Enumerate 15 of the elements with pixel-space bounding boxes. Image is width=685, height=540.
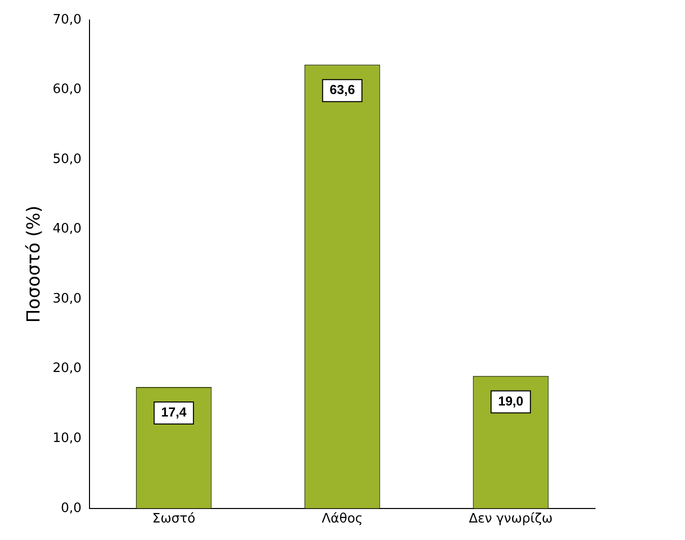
y-tick-label: 60,0 (52, 82, 82, 98)
y-tick-label: 30,0 (52, 291, 82, 306)
y-tick-label: 0,0 (60, 500, 82, 516)
x-tick-label: Λάθος (322, 512, 363, 527)
y-tick-label: 50,0 (52, 152, 82, 167)
y-tick-label: 40,0 (52, 222, 82, 237)
y-tick-label: 20,0 (52, 361, 82, 376)
y-axis-title: Ποσοστό (%) (23, 206, 44, 323)
y-tick-label: 70,0 (52, 12, 82, 28)
data-label: 19,0 (498, 393, 524, 408)
y-tick-label: 10,0 (52, 431, 82, 446)
x-tick-label: Δεν γνωρίζω (468, 512, 553, 527)
data-label: 63,6 (330, 82, 355, 98)
data-label: 17,4 (161, 404, 188, 420)
x-tick-label: Σωστό (152, 512, 196, 527)
